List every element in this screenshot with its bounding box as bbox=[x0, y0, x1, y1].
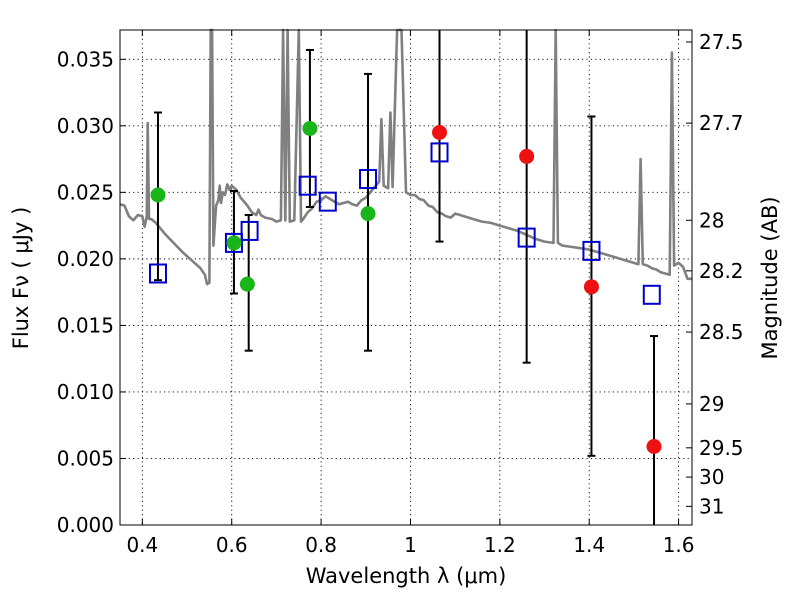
square-marker bbox=[318, 191, 337, 212]
error-bar bbox=[650, 335, 659, 525]
x-tick-label: 0.6 bbox=[216, 533, 248, 557]
circle-marker bbox=[646, 438, 662, 454]
y2-tick-label: 28.2 bbox=[699, 259, 744, 283]
axis-ticks: 0.4 0.6 0.8 1 1.2 1.4 1.6 0.000 0.005 0.010 0.015 0… bbox=[57, 30, 744, 557]
plot-frame bbox=[119, 29, 693, 526]
y2-tick-label: 29.5 bbox=[699, 436, 744, 460]
square-marker bbox=[240, 220, 259, 241]
y-tick-label: 0.015 bbox=[57, 313, 114, 337]
circle-marker bbox=[583, 279, 599, 295]
y2-tick-label: 29 bbox=[699, 392, 724, 416]
y-tick-label: 0.000 bbox=[57, 513, 114, 537]
y-tick-label: 0.030 bbox=[57, 114, 114, 138]
y-tick-label: 0.025 bbox=[57, 180, 114, 204]
circle-marker bbox=[239, 276, 255, 292]
square-marker bbox=[359, 169, 378, 190]
x-tick-label: 1.2 bbox=[484, 533, 516, 557]
circle-marker bbox=[150, 187, 166, 203]
circle-marker bbox=[432, 124, 448, 140]
y2-tick-label: 31 bbox=[699, 494, 724, 518]
y2-axis-label: Magnitude (AB) bbox=[758, 196, 782, 359]
y2-tick-label: 30 bbox=[699, 465, 724, 489]
x-tick-label: 1.6 bbox=[663, 533, 695, 557]
square-marker bbox=[642, 284, 661, 305]
square-marker bbox=[224, 232, 243, 253]
error-bar bbox=[522, 30, 531, 364]
y2-tick-label: 28 bbox=[699, 208, 724, 232]
x-tick-label: 0.4 bbox=[126, 533, 158, 557]
y-tick-label: 0.005 bbox=[57, 446, 114, 470]
x-tick-label: 0.8 bbox=[305, 533, 337, 557]
data-markers bbox=[148, 120, 662, 454]
y-axis-label: Flux Fν ( μJy ) bbox=[9, 207, 33, 350]
x-axis-label: Wavelength λ (μm) bbox=[306, 564, 507, 588]
square-marker bbox=[430, 142, 449, 163]
square-marker bbox=[298, 175, 317, 196]
y-tick-label: 0.020 bbox=[57, 247, 114, 271]
square-marker bbox=[148, 263, 167, 284]
spectrum-line bbox=[119, 28, 692, 286]
spectrum-layer bbox=[119, 28, 692, 286]
y-tick-label: 0.035 bbox=[57, 47, 114, 71]
circle-marker bbox=[519, 148, 535, 164]
y2-tick-label: 28.5 bbox=[699, 320, 744, 344]
x-tick-label: 1 bbox=[404, 533, 417, 557]
y-tick-label: 0.010 bbox=[57, 380, 114, 404]
circle-marker bbox=[302, 120, 318, 136]
circle-marker bbox=[226, 235, 242, 251]
y2-tick-label: 27.5 bbox=[699, 30, 744, 54]
y2-tick-label: 27.7 bbox=[699, 111, 744, 135]
circle-marker bbox=[360, 206, 376, 222]
square-marker bbox=[582, 240, 601, 261]
square-marker bbox=[517, 227, 536, 248]
x-tick-label: 1.4 bbox=[573, 533, 605, 557]
error-bars bbox=[153, 30, 659, 525]
